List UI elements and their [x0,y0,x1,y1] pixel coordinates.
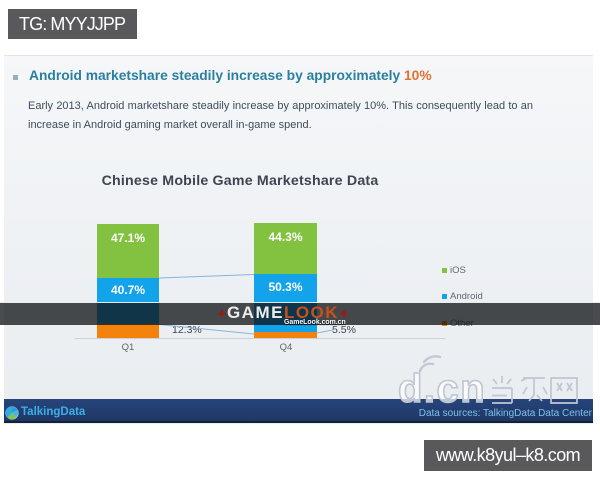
svg-text:d.cn: d.cn [398,367,486,408]
